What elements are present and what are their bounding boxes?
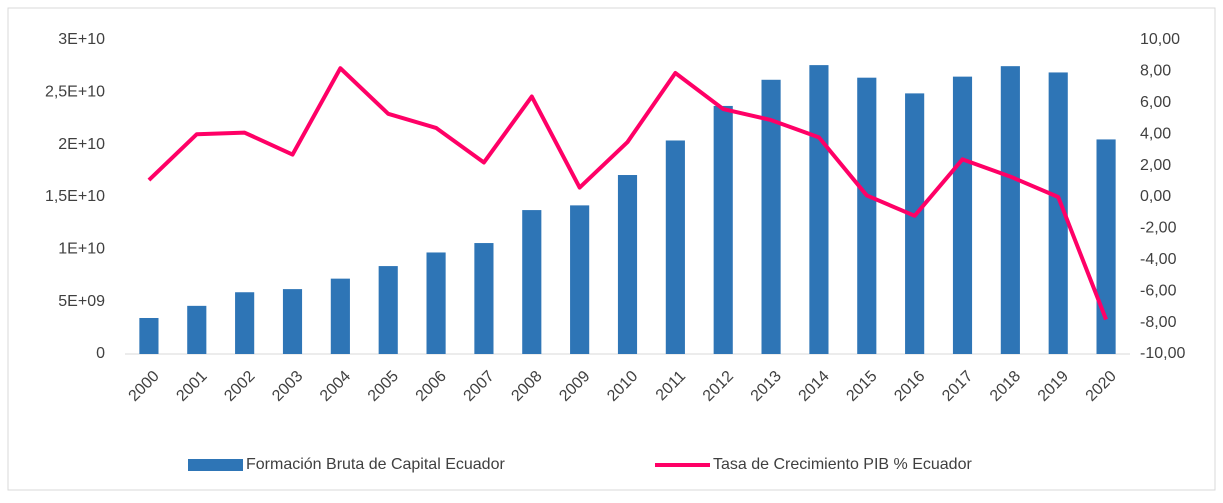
bar	[905, 93, 925, 354]
bar	[857, 77, 877, 355]
bar	[570, 205, 590, 354]
y-tick-label: 0	[96, 345, 105, 362]
bar	[809, 65, 829, 355]
bar	[713, 105, 733, 354]
bar	[1048, 72, 1068, 355]
bar	[282, 289, 303, 354]
y-tick-label: 2,5E+10	[45, 84, 105, 101]
line	[147, 66, 1108, 321]
y-tick-label: 3E+10	[58, 31, 105, 48]
bar	[330, 278, 350, 354]
bar	[235, 292, 255, 354]
bar	[1096, 139, 1116, 354]
legend-label: Formación Bruta de Capital Ecuador	[246, 456, 505, 473]
y2-tick-label: 4,00	[1140, 125, 1171, 142]
bar	[761, 79, 781, 355]
bar	[665, 140, 685, 354]
legend-label: Tasa de Crecimiento PIB % Ecuador	[713, 456, 972, 473]
y2-tick-label: -8,00	[1140, 314, 1177, 331]
bar	[426, 252, 446, 354]
y2-tick-label: -2,00	[1140, 220, 1177, 237]
y2-tick-label: 8,00	[1140, 63, 1171, 80]
bar	[378, 266, 398, 354]
bar	[617, 175, 638, 354]
y2-tick-label: -10,00	[1140, 345, 1185, 362]
y2-tick-label: 2,00	[1140, 157, 1171, 174]
y2-tick-label: 10,00	[1140, 31, 1180, 48]
y-tick-label: 1E+10	[58, 241, 105, 258]
bar	[139, 317, 159, 354]
bar	[952, 76, 973, 354]
y2-tick-label: 6,00	[1140, 94, 1171, 111]
y-tick-label: 2E+10	[58, 136, 105, 153]
bar	[474, 243, 494, 354]
y2-tick-label: -6,00	[1140, 282, 1177, 299]
legend-swatch	[188, 459, 243, 471]
y-tick-label: 5E+09	[58, 293, 105, 310]
bar	[1000, 66, 1020, 355]
y-tick-label: 1,5E+10	[45, 188, 105, 205]
bar	[187, 305, 207, 354]
y2-tick-label: -4,00	[1140, 251, 1177, 268]
y2-tick-label: 0,00	[1140, 188, 1171, 205]
chart-frame	[7, 7, 1216, 491]
bar	[522, 210, 542, 354]
